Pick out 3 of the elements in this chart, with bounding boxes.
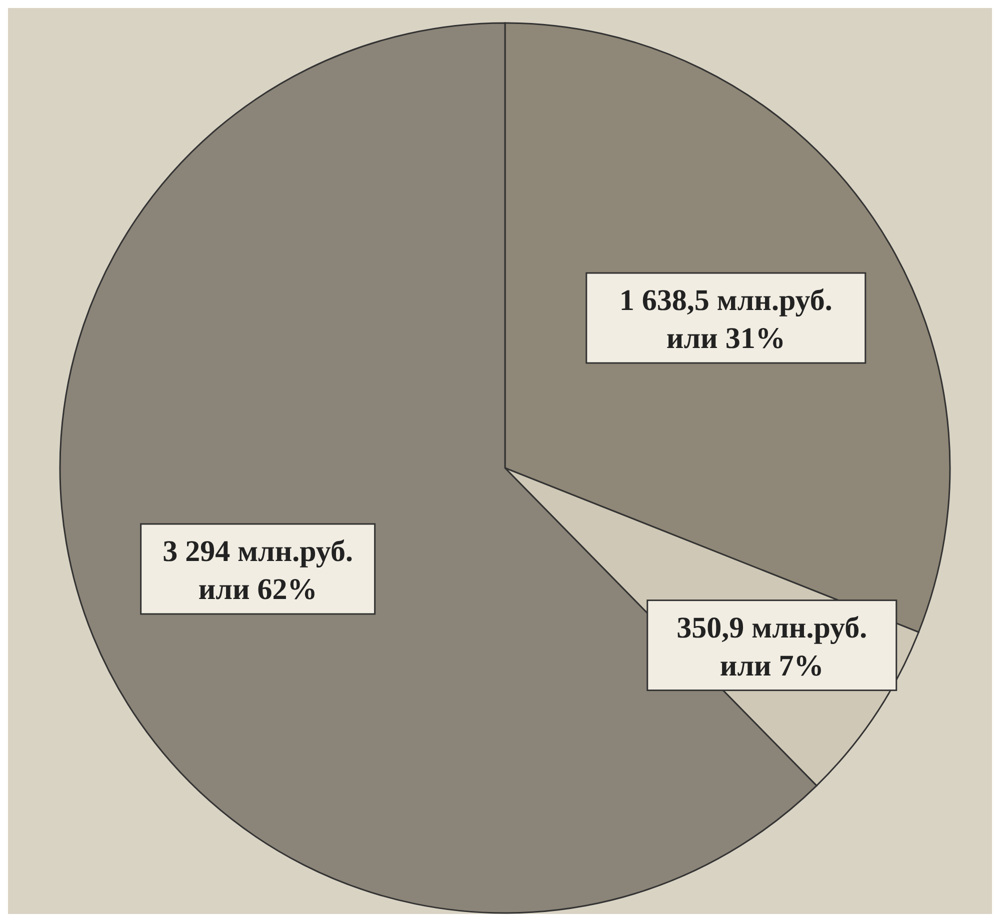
data-label: 1 638,5 млн.руб. или 31% <box>619 284 832 356</box>
data-label: 3 294 млн.руб. или 62% <box>162 534 354 606</box>
data-label: 350,9 млн.руб. или 7% <box>676 611 868 682</box>
